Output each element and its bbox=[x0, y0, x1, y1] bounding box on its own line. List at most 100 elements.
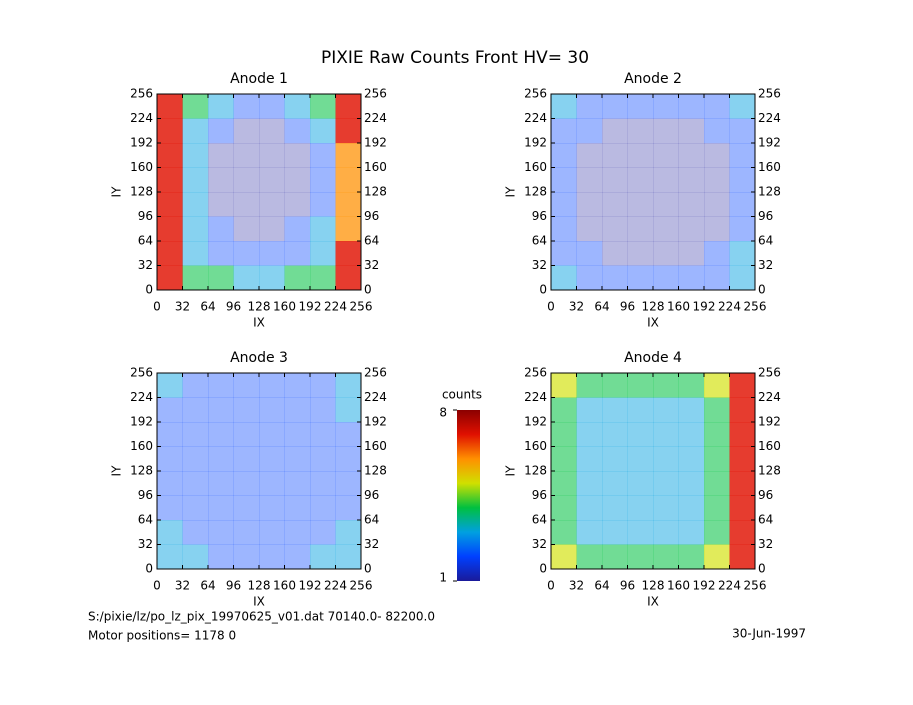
heat-cell bbox=[182, 422, 209, 447]
heat-cell bbox=[653, 495, 679, 521]
heat-cell bbox=[551, 544, 577, 570]
heat-cell bbox=[284, 446, 311, 472]
heat-cell bbox=[335, 192, 362, 217]
y-tick-label: 64 bbox=[138, 513, 153, 527]
x-axis-label: IX bbox=[647, 316, 659, 330]
heat-cell bbox=[284, 422, 311, 447]
x-axis-label: IX bbox=[647, 595, 659, 609]
y-tick-label: 0 bbox=[364, 562, 372, 576]
heat-cell bbox=[678, 495, 705, 521]
heat-cell bbox=[729, 118, 756, 144]
heat-cell bbox=[678, 265, 705, 291]
heat-cell bbox=[678, 118, 705, 144]
heat-cell bbox=[310, 520, 336, 545]
heat-cell bbox=[284, 265, 311, 291]
y-axis-label: IY bbox=[110, 186, 124, 198]
heat-cell bbox=[182, 397, 209, 423]
heat-cell bbox=[233, 216, 260, 242]
heat-cell bbox=[653, 167, 679, 193]
heat-cell bbox=[653, 520, 679, 545]
y-tick-label: 160 bbox=[524, 439, 547, 453]
heat-cell bbox=[233, 241, 260, 266]
heat-cell bbox=[602, 544, 628, 570]
heat-cell bbox=[233, 422, 260, 447]
heat-cell bbox=[259, 495, 285, 521]
heat-cell bbox=[576, 94, 603, 119]
heat-cell bbox=[704, 373, 730, 398]
heat-cell bbox=[729, 94, 756, 119]
y-tick-label: 192 bbox=[758, 136, 781, 150]
colorbar-label: counts bbox=[442, 388, 482, 402]
heat-cell bbox=[602, 422, 628, 447]
heat-cell bbox=[653, 94, 679, 119]
heat-cell bbox=[335, 265, 362, 291]
x-tick-label: 256 bbox=[744, 579, 767, 593]
y-tick-label: 0 bbox=[145, 562, 153, 576]
heat-cell bbox=[551, 192, 577, 217]
heat-cell bbox=[208, 192, 234, 217]
heat-cell bbox=[182, 373, 209, 398]
heat-cell bbox=[208, 446, 234, 472]
heat-cell bbox=[157, 446, 183, 472]
x-tick-label: 192 bbox=[299, 300, 322, 314]
y-tick-label: 256 bbox=[130, 87, 153, 101]
heat-cell bbox=[729, 216, 756, 242]
x-tick-label: 224 bbox=[718, 300, 741, 314]
y-tick-label: 0 bbox=[145, 283, 153, 297]
heat-cell bbox=[284, 192, 311, 217]
x-tick-label: 192 bbox=[693, 579, 716, 593]
y-tick-label: 192 bbox=[758, 415, 781, 429]
heat-cell bbox=[551, 143, 577, 168]
heat-cell bbox=[233, 397, 260, 423]
y-tick-label: 224 bbox=[130, 111, 153, 125]
panel-title: Anode 1 bbox=[230, 71, 288, 87]
heat-cell bbox=[627, 241, 654, 266]
heat-cell bbox=[678, 94, 705, 119]
heat-cell bbox=[602, 520, 628, 545]
x-tick-label: 32 bbox=[175, 579, 190, 593]
y-tick-label: 64 bbox=[138, 234, 153, 248]
heat-cell bbox=[704, 143, 730, 168]
heat-cell bbox=[259, 446, 285, 472]
heat-cell bbox=[678, 544, 705, 570]
heat-cell bbox=[551, 118, 577, 144]
heat-cell bbox=[259, 192, 285, 217]
heat-cell bbox=[602, 265, 628, 291]
y-tick-label: 128 bbox=[364, 464, 387, 478]
heat-cell bbox=[259, 241, 285, 266]
heat-cell bbox=[653, 373, 679, 398]
panel-title: Anode 3 bbox=[230, 350, 288, 366]
heat-cell bbox=[182, 143, 209, 168]
heat-cell bbox=[208, 544, 234, 570]
x-tick-label: 256 bbox=[350, 300, 373, 314]
heat-cell bbox=[653, 422, 679, 447]
heat-cell bbox=[284, 471, 311, 496]
heat-cell bbox=[182, 265, 209, 291]
heat-cell bbox=[729, 397, 756, 423]
heat-cell bbox=[551, 216, 577, 242]
y-tick-label: 96 bbox=[364, 209, 379, 223]
heat-cell bbox=[627, 495, 654, 521]
y-tick-label: 224 bbox=[524, 111, 547, 125]
heat-cell bbox=[208, 241, 234, 266]
heat-cell bbox=[576, 520, 603, 545]
x-tick-label: 0 bbox=[547, 300, 555, 314]
y-tick-label: 160 bbox=[130, 160, 153, 174]
heat-cell bbox=[335, 397, 362, 423]
heat-cell bbox=[259, 265, 285, 291]
colorbar-tick-label: 8 bbox=[439, 406, 447, 420]
heat-cell bbox=[551, 422, 577, 447]
file-info: S:/pixie/lz/po_lz_pix_19970625_v01.dat 7… bbox=[88, 610, 435, 624]
heat-cell bbox=[653, 265, 679, 291]
heat-cell bbox=[576, 495, 603, 521]
heat-cell bbox=[182, 167, 209, 193]
heat-cell bbox=[233, 544, 260, 570]
heat-cell bbox=[729, 422, 756, 447]
heat-cell bbox=[208, 373, 234, 398]
heat-cell bbox=[551, 495, 577, 521]
heat-cell bbox=[602, 471, 628, 496]
heat-cell bbox=[335, 520, 362, 545]
heat-cell bbox=[233, 520, 260, 545]
